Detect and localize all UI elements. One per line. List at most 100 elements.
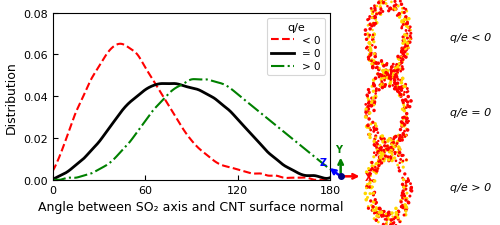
Point	[380, 77, 388, 81]
Point	[393, 64, 401, 67]
Point	[401, 106, 409, 110]
Point	[401, 51, 409, 54]
Point	[380, 64, 388, 68]
Point	[402, 127, 410, 131]
Point	[368, 39, 376, 42]
Point	[363, 126, 371, 130]
Point	[387, 146, 395, 149]
Point	[402, 99, 409, 102]
Point	[388, 154, 396, 157]
Point	[402, 184, 410, 188]
Point	[391, 216, 399, 219]
Point	[406, 182, 414, 186]
Point	[400, 125, 408, 128]
Point	[394, 217, 402, 221]
Point	[371, 211, 379, 214]
Point	[398, 108, 406, 112]
Point	[372, 46, 380, 50]
Point	[369, 36, 377, 40]
Point	[398, 136, 406, 140]
Point	[382, 3, 390, 6]
Text: X: X	[365, 172, 372, 182]
Point	[375, 211, 383, 215]
Point	[396, 94, 404, 98]
Point	[400, 55, 408, 59]
Point	[392, 86, 400, 89]
Point	[401, 41, 409, 44]
Point	[394, 82, 402, 86]
Point	[366, 133, 374, 137]
Point	[371, 101, 379, 104]
Point	[364, 205, 372, 208]
Point	[384, 214, 392, 218]
Point	[394, 134, 402, 137]
Point	[370, 82, 378, 85]
Point	[404, 47, 412, 51]
Point	[386, 7, 394, 11]
Point	[364, 183, 372, 187]
Point	[394, 5, 402, 9]
Point	[396, 219, 404, 223]
Point	[398, 121, 406, 124]
Point	[396, 91, 404, 95]
Point	[402, 117, 410, 121]
Point	[365, 49, 373, 53]
Point	[403, 10, 411, 14]
Point	[402, 187, 410, 191]
Point	[402, 116, 410, 119]
Point	[402, 23, 410, 27]
Point	[390, 74, 398, 78]
Point	[379, 157, 387, 161]
Point	[370, 5, 378, 9]
Point	[386, 85, 394, 89]
Point	[394, 71, 402, 75]
Text: Y: Y	[334, 145, 342, 155]
Point	[402, 83, 409, 87]
Point	[391, 135, 399, 139]
Point	[380, 223, 388, 225]
Point	[404, 23, 411, 26]
Point	[369, 205, 377, 209]
Point	[363, 185, 371, 189]
Point	[375, 162, 383, 166]
Point	[398, 124, 406, 128]
Point	[397, 56, 405, 60]
Point	[406, 41, 414, 45]
Point	[380, 84, 388, 88]
Point	[362, 184, 370, 188]
Point	[402, 188, 410, 191]
Point	[400, 154, 407, 157]
Point	[380, 149, 388, 153]
Point	[379, 11, 387, 14]
Point	[392, 87, 400, 91]
Point	[390, 77, 398, 81]
Point	[388, 152, 396, 156]
Point	[373, 5, 381, 9]
Point	[400, 194, 408, 198]
Point	[398, 82, 406, 85]
Point	[392, 73, 400, 76]
Point	[376, 151, 384, 155]
Point	[380, 214, 388, 218]
Y-axis label: Distribution: Distribution	[4, 61, 18, 133]
Point	[372, 124, 380, 128]
Point	[382, 224, 390, 225]
Point	[400, 109, 408, 113]
Point	[390, 70, 398, 74]
Point	[405, 30, 413, 33]
Point	[399, 42, 407, 46]
Point	[364, 196, 372, 199]
Point	[366, 186, 374, 189]
Point	[364, 186, 372, 189]
Point	[388, 211, 396, 215]
Point	[404, 87, 411, 91]
Point	[392, 216, 400, 220]
Point	[378, 150, 386, 154]
Point	[404, 121, 411, 125]
Point	[400, 118, 407, 122]
Point	[404, 45, 411, 48]
Point	[370, 193, 378, 197]
Point	[378, 63, 386, 67]
Point	[388, 146, 396, 149]
Point	[402, 112, 410, 116]
